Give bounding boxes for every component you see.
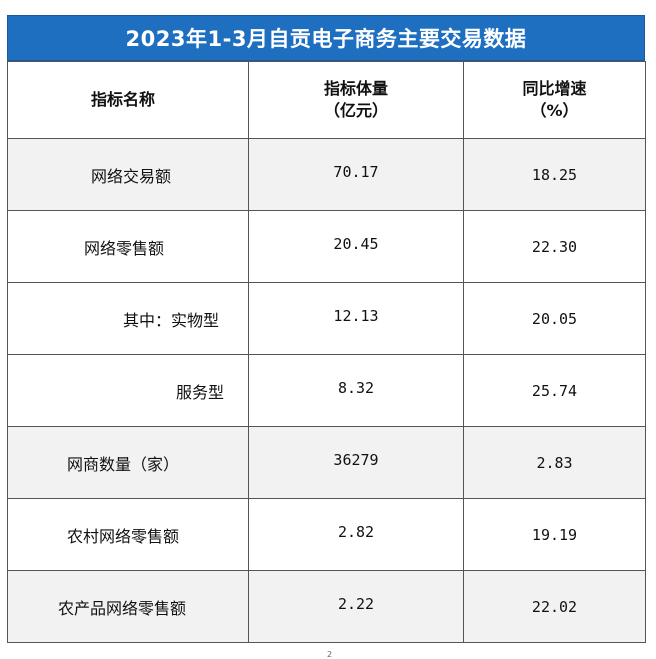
row-name: 网络交易额 (91, 166, 172, 186)
row-volume: 36279 (248, 426, 464, 499)
header-row: 指标名称 指标体量 （亿元） 同比增速 （%） (7, 61, 646, 139)
row-name-cell: 网络零售额 (7, 210, 249, 283)
row-volume: 20.45 (248, 210, 464, 283)
table-row: 其中：实物型 12.13 20.05 (7, 282, 646, 355)
row-growth: 25.74 (463, 354, 646, 427)
page-mark: 2 (327, 650, 333, 659)
data-table: 指标名称 指标体量 （亿元） 同比增速 （%） 网络交易额 70.17 18.2… (7, 61, 646, 643)
table-row: 网络零售额 20.45 22.30 (7, 210, 646, 283)
table-row: 网络交易额 70.17 18.25 (7, 138, 646, 211)
row-growth: 19.19 (463, 498, 646, 571)
row-name-cell: 农产品网络零售额 (7, 570, 249, 643)
header-growth-line2: （%） (530, 101, 579, 120)
header-growth-line1: 同比增速 (522, 79, 587, 98)
row-name-cell: 网商数量（家） (7, 426, 249, 499)
row-name-cell: 农村网络零售额 (7, 498, 249, 571)
header-volume-line1: 指标体量 (323, 79, 388, 98)
data-table-container: 2023年1-3月自贡电子商务主要交易数据 指标名称 指标体量 （亿元） 同比增… (7, 15, 646, 643)
row-growth: 18.25 (463, 138, 646, 211)
table-title: 2023年1-3月自贡电子商务主要交易数据 (7, 15, 645, 61)
row-growth: 2.83 (463, 426, 646, 499)
row-name: 农村网络零售额 (67, 526, 180, 546)
row-name-cell: 网络交易额 (7, 138, 249, 211)
row-name: 网络零售额 (84, 238, 165, 258)
table-row: 网商数量（家） 36279 2.83 (7, 426, 646, 499)
row-name: 其中：实物型 (123, 310, 220, 330)
header-indicator-name: 指标名称 (7, 61, 249, 139)
row-volume: 12.13 (248, 282, 464, 355)
header-volume-line2: （亿元） (323, 101, 388, 120)
row-name: 农产品网络零售额 (58, 598, 187, 618)
row-name: 网商数量（家） (67, 454, 180, 474)
row-name-cell: 其中：实物型 (7, 282, 249, 355)
row-growth: 22.02 (463, 570, 646, 643)
row-growth: 22.30 (463, 210, 646, 283)
row-volume: 8.32 (248, 354, 464, 427)
row-growth: 20.05 (463, 282, 646, 355)
table-row: 农村网络零售额 2.82 19.19 (7, 498, 646, 571)
row-name-cell: 服务型 (7, 354, 249, 427)
table-row: 农产品网络零售额 2.22 22.02 (7, 570, 646, 643)
header-volume: 指标体量 （亿元） (248, 61, 464, 139)
row-volume: 2.22 (248, 570, 464, 643)
row-volume: 70.17 (248, 138, 464, 211)
row-name: 服务型 (176, 382, 225, 402)
row-volume: 2.82 (248, 498, 464, 571)
header-growth: 同比增速 （%） (463, 61, 646, 139)
table-row: 服务型 8.32 25.74 (7, 354, 646, 427)
